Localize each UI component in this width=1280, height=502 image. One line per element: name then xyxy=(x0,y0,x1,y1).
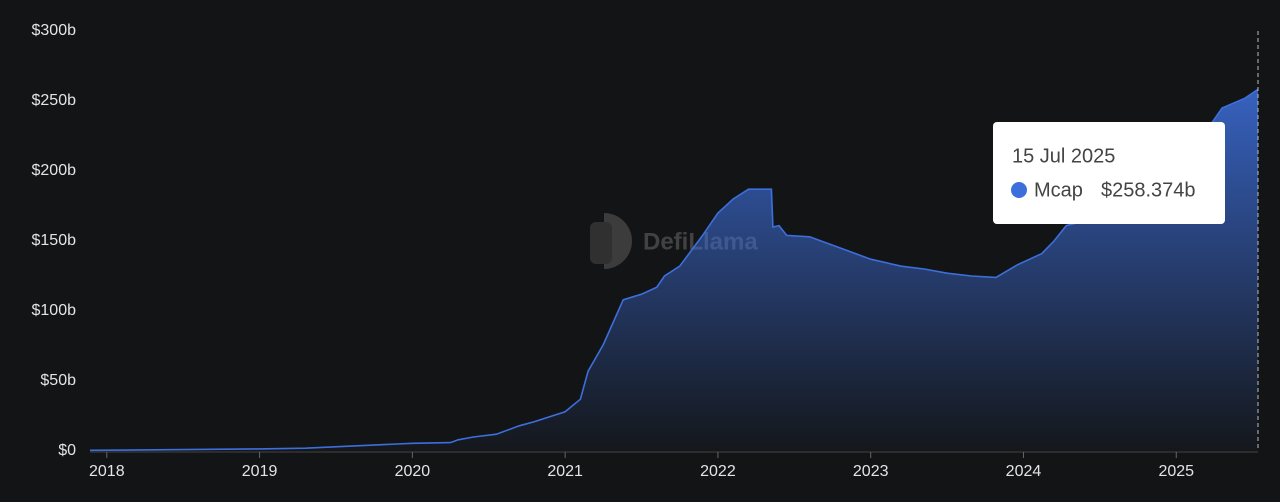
y-tick-label: $250b xyxy=(32,92,77,109)
y-tick-label: $300b xyxy=(32,22,77,39)
y-tick-label: $100b xyxy=(32,302,77,319)
x-tick-label: 2023 xyxy=(853,463,889,480)
y-tick-label: $50b xyxy=(40,372,76,389)
x-tick-label: 2021 xyxy=(547,463,583,480)
tooltip xyxy=(993,122,1225,224)
tooltip-value: $258.374b xyxy=(1101,179,1196,201)
x-tick-label: 2019 xyxy=(242,463,278,480)
x-tick-label: 2024 xyxy=(1006,463,1042,480)
x-tick-label: 2022 xyxy=(700,463,736,480)
y-tick-label: $0 xyxy=(58,442,76,459)
x-tick-label: 2025 xyxy=(1158,463,1194,480)
x-tick-label: 2018 xyxy=(89,463,125,480)
tooltip-date: 15 Jul 2025 xyxy=(1012,145,1115,167)
y-tick-label: $200b xyxy=(32,162,77,179)
tooltip-dot xyxy=(1011,182,1027,198)
y-tick-label: $150b xyxy=(32,232,77,249)
x-tick-label: 2020 xyxy=(395,463,431,480)
tooltip-series: Mcap xyxy=(1034,179,1083,201)
